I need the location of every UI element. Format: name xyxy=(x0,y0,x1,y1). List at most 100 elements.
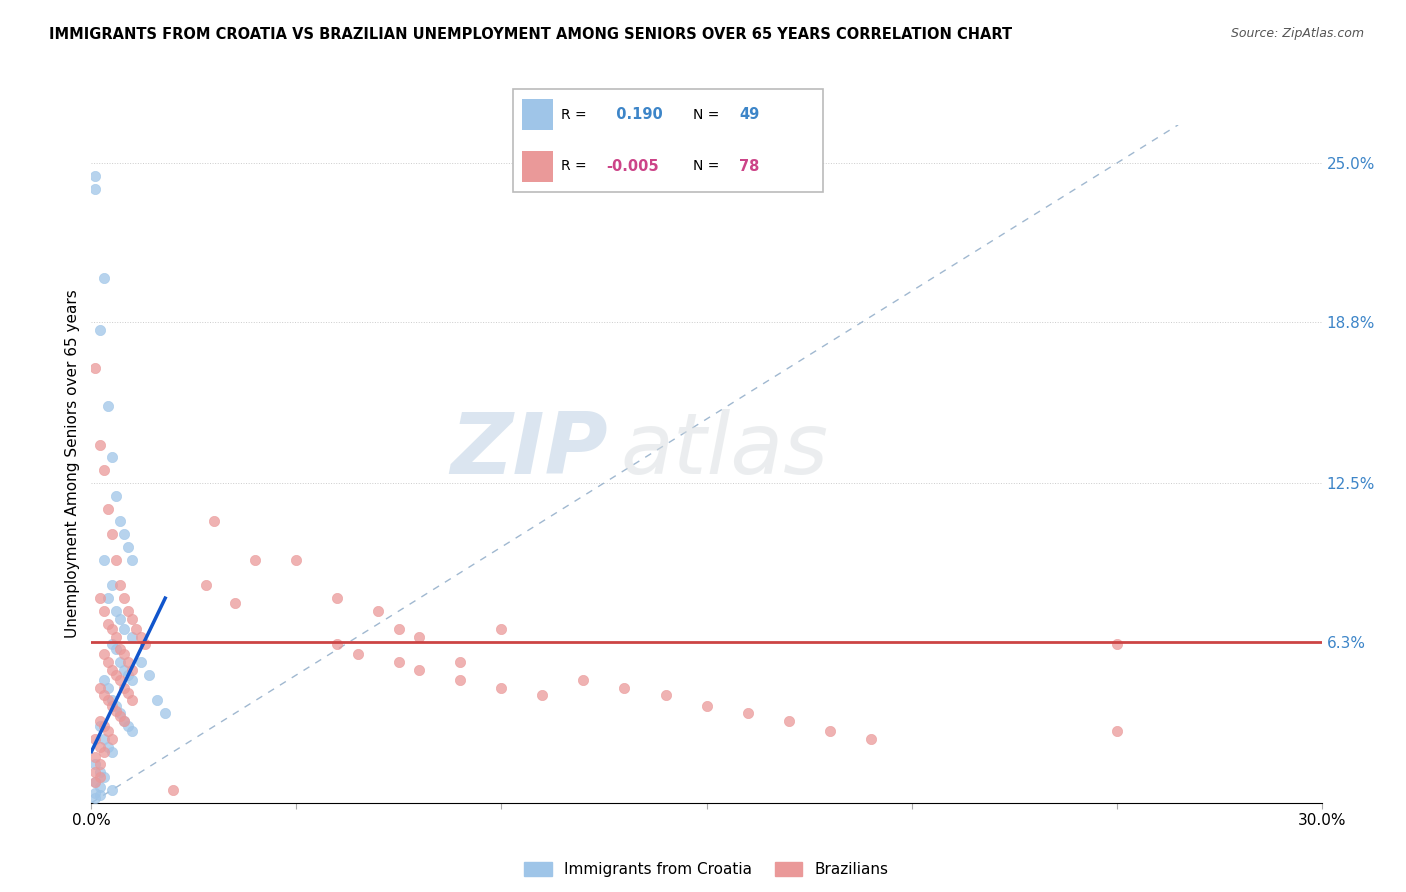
Point xyxy=(93,271,115,285)
Point xyxy=(89,788,111,802)
Text: R =: R = xyxy=(561,108,591,122)
Point xyxy=(491,622,513,636)
Point xyxy=(1105,724,1128,739)
Point xyxy=(93,745,115,759)
FancyBboxPatch shape xyxy=(513,89,823,192)
Point xyxy=(93,731,115,746)
Point xyxy=(108,706,131,721)
Point xyxy=(117,655,139,669)
Point xyxy=(97,616,120,631)
Text: 78: 78 xyxy=(740,159,759,174)
Point xyxy=(112,663,135,677)
Point xyxy=(97,739,120,754)
Point xyxy=(112,714,135,728)
Point xyxy=(121,663,143,677)
Point xyxy=(89,765,111,780)
Point xyxy=(93,719,115,733)
Point xyxy=(89,437,111,451)
Point xyxy=(449,673,471,687)
Point xyxy=(108,612,131,626)
FancyBboxPatch shape xyxy=(523,99,554,130)
Legend: Immigrants from Croatia, Brazilians: Immigrants from Croatia, Brazilians xyxy=(519,856,894,883)
Point xyxy=(818,724,841,739)
Point xyxy=(89,757,111,772)
Point xyxy=(245,553,267,567)
Text: ZIP: ZIP xyxy=(450,409,607,491)
Point xyxy=(408,663,430,677)
Point xyxy=(105,604,127,618)
Point xyxy=(101,698,124,713)
Text: 49: 49 xyxy=(740,107,759,122)
Point xyxy=(105,630,127,644)
Point xyxy=(97,693,120,707)
Point xyxy=(108,655,131,669)
Point xyxy=(202,515,225,529)
Point xyxy=(84,169,107,183)
Point xyxy=(224,596,246,610)
Point xyxy=(84,786,107,800)
Point xyxy=(89,714,111,728)
Point xyxy=(84,790,107,805)
Point xyxy=(101,663,124,677)
Point xyxy=(531,689,554,703)
Point xyxy=(112,681,135,695)
Point xyxy=(125,622,148,636)
Point xyxy=(859,731,882,746)
Point xyxy=(89,739,111,754)
Point xyxy=(491,681,513,695)
Point xyxy=(613,681,636,695)
Point xyxy=(101,622,124,636)
Point xyxy=(117,540,139,554)
Point xyxy=(108,708,131,723)
Point xyxy=(112,622,135,636)
Point xyxy=(121,673,143,687)
Point xyxy=(84,765,107,780)
Point xyxy=(121,630,143,644)
Point xyxy=(108,673,131,687)
Point xyxy=(101,745,124,759)
Point xyxy=(388,655,411,669)
Point xyxy=(97,724,120,739)
Point xyxy=(105,698,127,713)
Point xyxy=(97,591,120,606)
Point xyxy=(89,770,111,784)
Point xyxy=(89,681,111,695)
Point xyxy=(112,527,135,541)
Point xyxy=(84,749,107,764)
Text: N =: N = xyxy=(693,159,723,173)
Point xyxy=(285,553,308,567)
Point xyxy=(93,689,115,703)
Point xyxy=(654,689,676,703)
Point xyxy=(101,578,124,592)
Point xyxy=(89,591,111,606)
Text: atlas: atlas xyxy=(620,409,828,491)
Point xyxy=(108,578,131,592)
Point xyxy=(101,450,124,465)
Point xyxy=(89,322,111,336)
Point xyxy=(129,630,152,644)
Point xyxy=(84,757,107,772)
Point xyxy=(195,578,218,592)
Point xyxy=(326,637,349,651)
Point xyxy=(84,360,107,375)
Point xyxy=(121,612,143,626)
Point xyxy=(129,655,152,669)
Point xyxy=(134,637,156,651)
Point xyxy=(117,719,139,733)
Text: Source: ZipAtlas.com: Source: ZipAtlas.com xyxy=(1230,27,1364,40)
Point xyxy=(93,604,115,618)
Point xyxy=(153,706,177,721)
Point xyxy=(108,515,131,529)
Point xyxy=(97,501,120,516)
Point xyxy=(112,714,135,728)
Text: R =: R = xyxy=(561,159,591,173)
Point xyxy=(84,775,107,789)
Point xyxy=(84,731,107,746)
FancyBboxPatch shape xyxy=(523,151,554,181)
Point xyxy=(105,704,127,718)
Point xyxy=(121,553,143,567)
Point xyxy=(89,780,111,795)
Point xyxy=(737,706,759,721)
Point xyxy=(449,655,471,669)
Point xyxy=(105,642,127,657)
